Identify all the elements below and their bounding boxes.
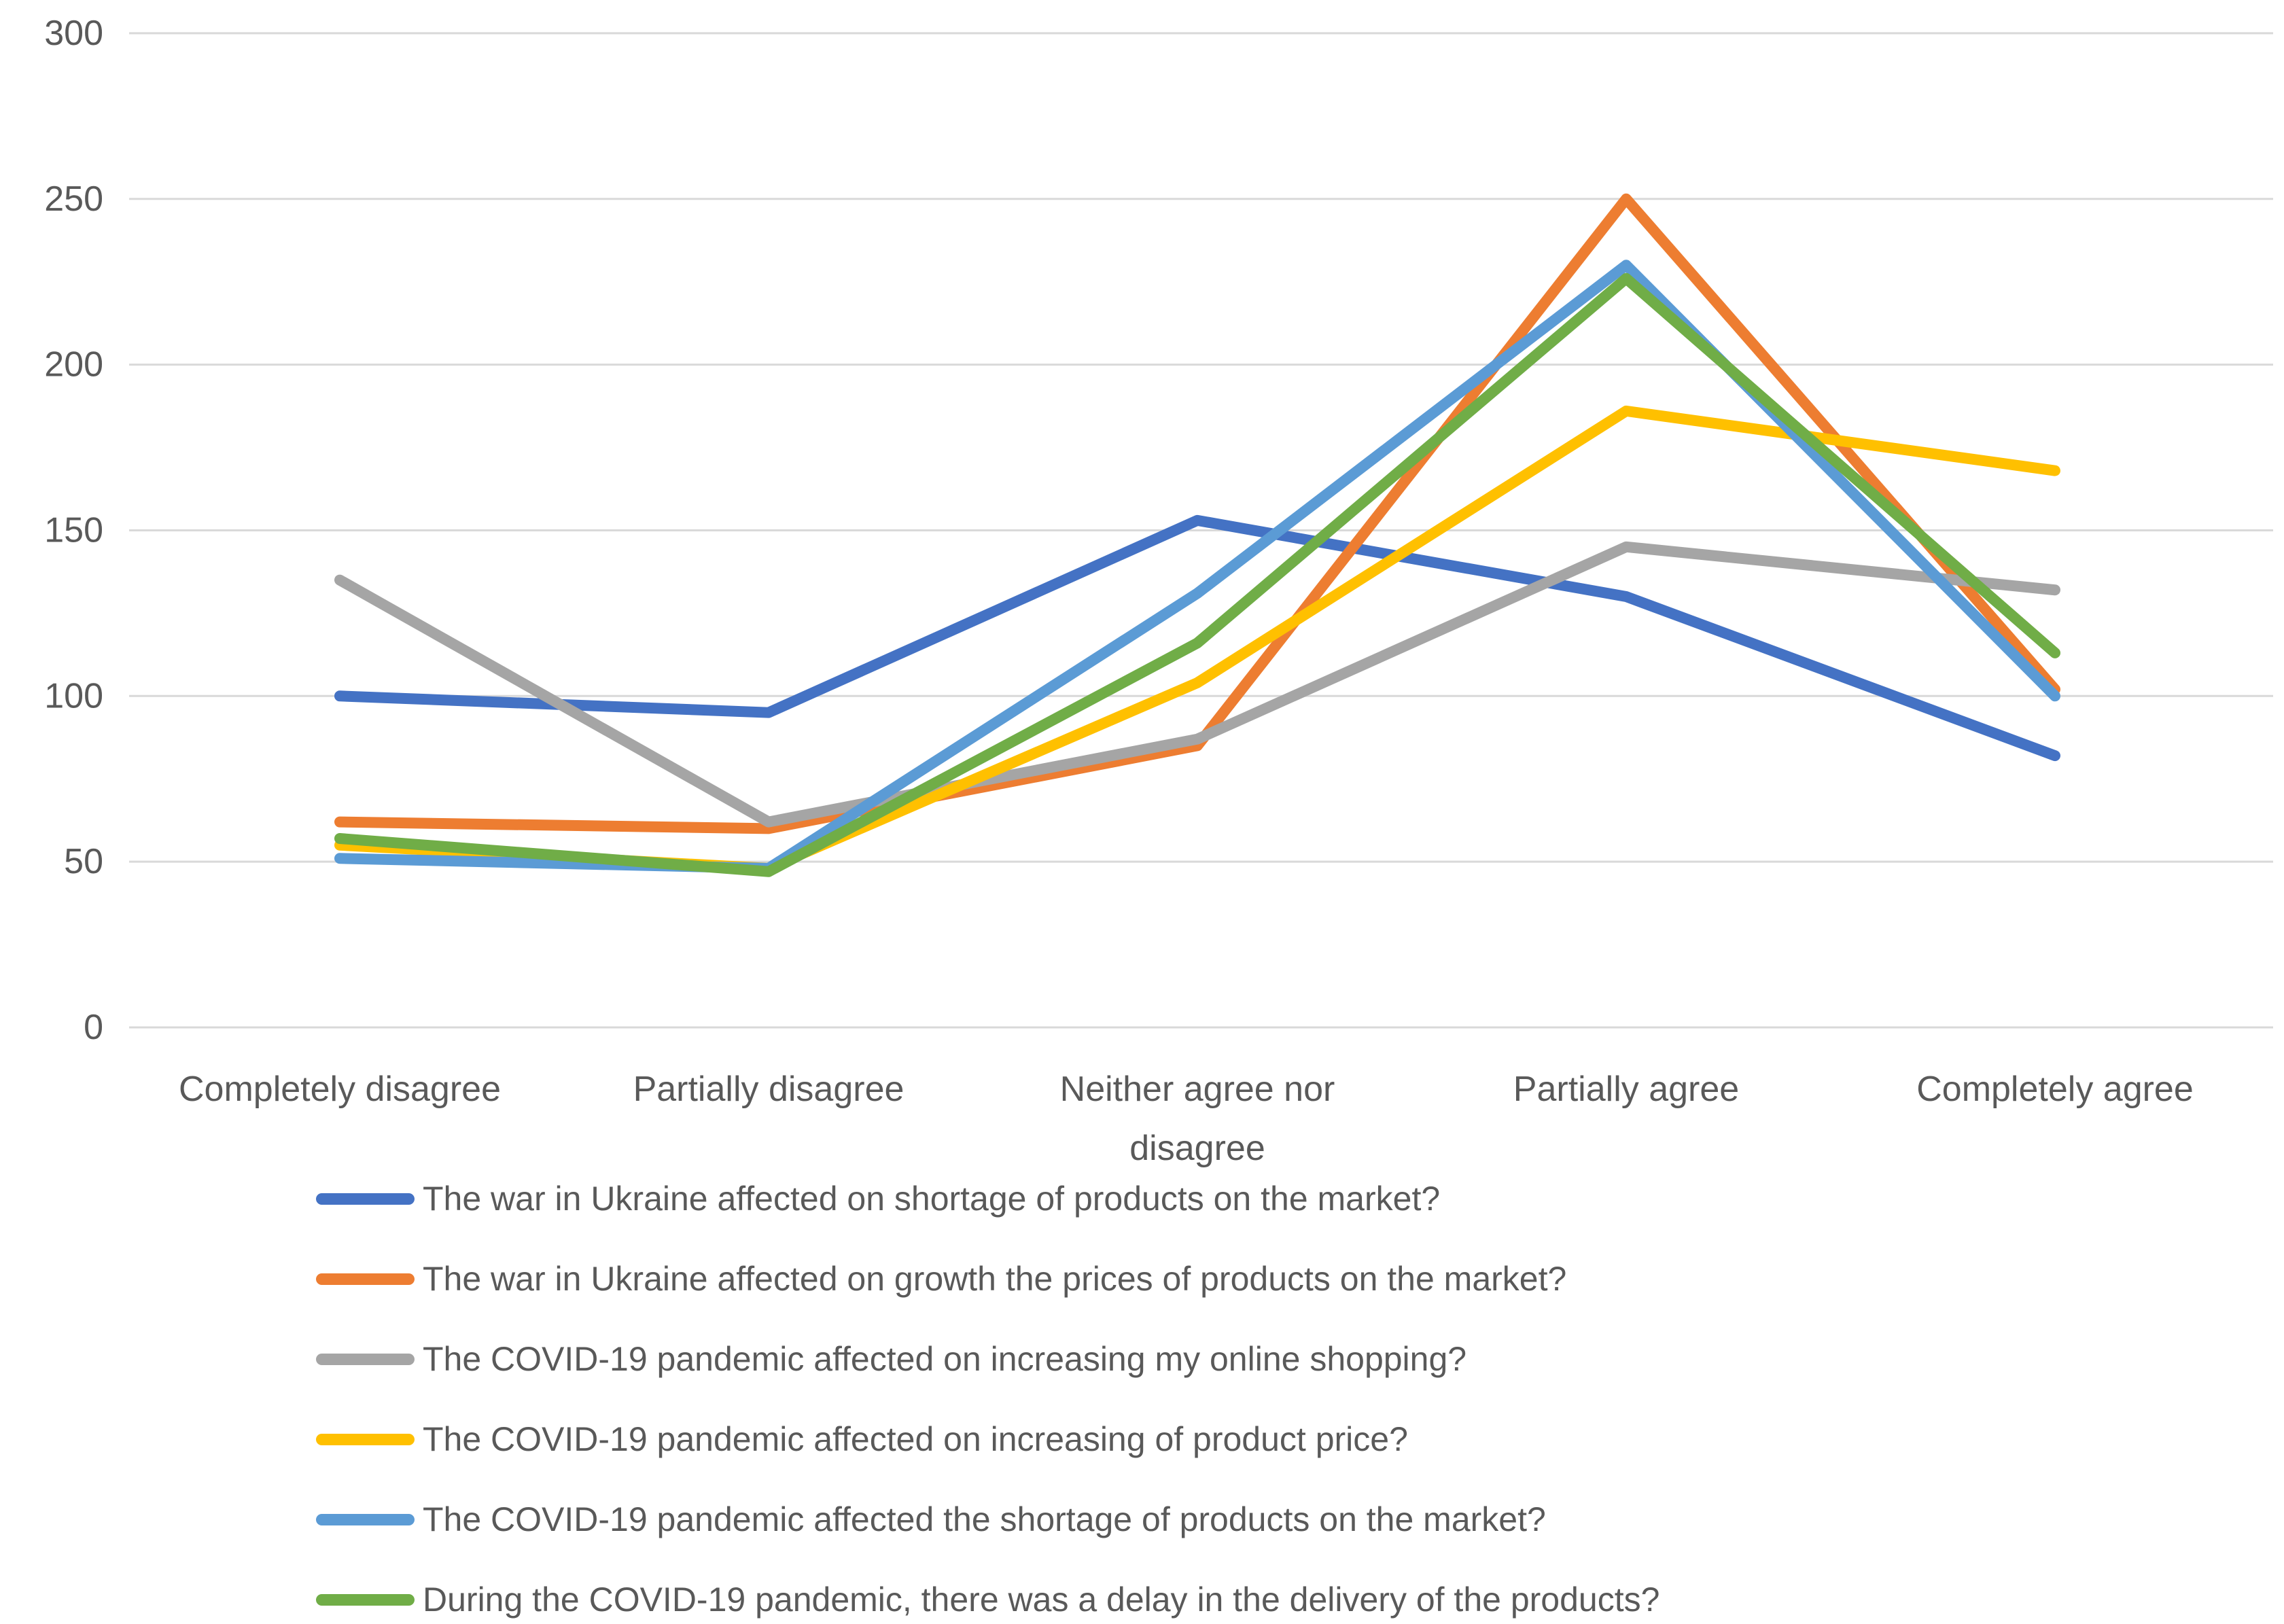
- y-tick-label-250: 250: [44, 179, 103, 219]
- legend-label: During the COVID-19 pandemic, there was …: [423, 1581, 1660, 1619]
- legend-label: The COVID-19 pandemic affected on increa…: [423, 1420, 1408, 1458]
- x-category-label-0: Completely disagree: [179, 1070, 501, 1109]
- legend-item-1: The war in Ukraine affected on growth th…: [316, 1258, 1659, 1300]
- y-tick-label-0: 0: [84, 1008, 103, 1047]
- legend-item-2: The COVID-19 pandemic affected on increa…: [316, 1338, 1659, 1380]
- legend-item-0: The war in Ukraine affected on shortage …: [316, 1178, 1659, 1220]
- y-tick-label-200: 200: [44, 345, 103, 385]
- series-line-1: [334, 193, 2060, 834]
- y-tick-label-150: 150: [44, 510, 103, 550]
- x-category-label-2: Neither agree nor: [1060, 1070, 1335, 1109]
- series-line-2: [334, 541, 2060, 828]
- legend-label: The COVID-19 pandemic affected the short…: [423, 1500, 1546, 1538]
- x-category-label-3: Partially agree: [1513, 1070, 1739, 1109]
- chart-legend: The war in Ukraine affected on shortage …: [316, 1178, 1659, 1624]
- legend-item-4: The COVID-19 pandemic affected the short…: [316, 1498, 1659, 1540]
- series-line-0: [334, 514, 2060, 762]
- y-tick-label-300: 300: [44, 14, 103, 53]
- legend-label: The war in Ukraine affected on shortage …: [423, 1180, 1441, 1218]
- x-category-label-1: Partially disagree: [633, 1070, 904, 1109]
- series-line-5: [334, 272, 2060, 877]
- x-category-label-2: disagree: [1129, 1129, 1265, 1168]
- legend-swatch-icon: [316, 1193, 415, 1205]
- y-tick-label-100: 100: [44, 676, 103, 716]
- legend-swatch-icon: [316, 1353, 415, 1365]
- legend-label: The COVID-19 pandemic affected on increa…: [423, 1340, 1467, 1378]
- legend-swatch-icon: [316, 1513, 415, 1525]
- legend-item-3: The COVID-19 pandemic affected on increa…: [316, 1418, 1659, 1460]
- x-category-label-4: Completely agree: [1916, 1070, 2194, 1109]
- legend-label: The war in Ukraine affected on growth th…: [423, 1260, 1567, 1298]
- legend-swatch-icon: [316, 1433, 415, 1445]
- y-tick-label-50: 50: [64, 842, 103, 881]
- legend-swatch-icon: [316, 1593, 415, 1606]
- legend-swatch-icon: [316, 1273, 415, 1285]
- legend-item-5: During the COVID-19 pandemic, there was …: [316, 1578, 1659, 1621]
